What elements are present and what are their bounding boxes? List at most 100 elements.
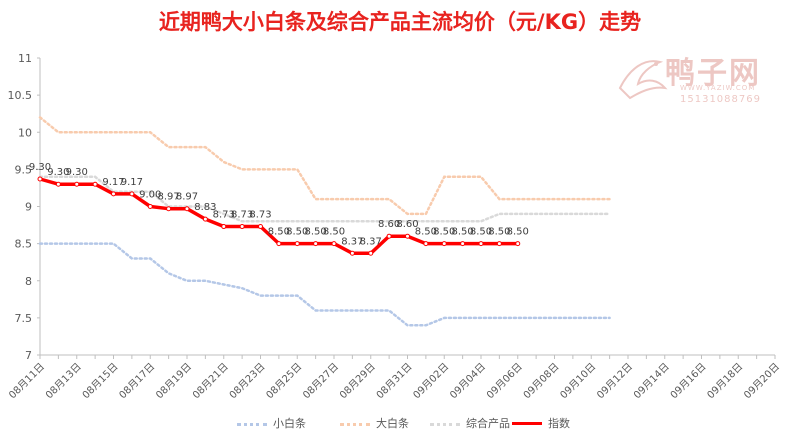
watermark-url: WWW.YAZIW.COM xyxy=(680,84,756,92)
index-point xyxy=(147,204,153,209)
series-line-small xyxy=(38,242,611,327)
index-data-label: 8.83 xyxy=(194,202,216,213)
index-data-label: 8.60 xyxy=(396,219,418,230)
index-point xyxy=(386,233,392,239)
index-point xyxy=(184,206,190,212)
x-tick-label: 09月20日 xyxy=(741,361,782,402)
index-data-label: 8.50 xyxy=(507,227,529,238)
series-line-big xyxy=(38,116,611,216)
index-point xyxy=(37,176,43,182)
y-tick-label: 8 xyxy=(25,275,32,288)
index-point xyxy=(331,241,337,247)
chart-legend: 小白条 大白条 综合产品 指数 xyxy=(0,414,800,434)
y-tick-label: 9 xyxy=(25,201,32,214)
watermark-logo: 鸭子网 WWW.YAZIW.COM 15131088769 xyxy=(610,48,790,108)
index-data-label: 8.97 xyxy=(157,192,179,203)
y-tick-label: 7 xyxy=(25,349,32,362)
x-tick-label: 08月31日 xyxy=(374,361,415,402)
index-data-label: 8.50 xyxy=(451,227,473,238)
x-tick-label: 09月02日 xyxy=(411,361,452,402)
y-tick-label: 8.5 xyxy=(15,238,33,251)
legend-swatch xyxy=(430,423,460,426)
x-tick-label: 09月06日 xyxy=(484,361,525,402)
x-tick-label: 09月18日 xyxy=(705,361,746,402)
x-tick-label: 08月23日 xyxy=(227,361,268,402)
legend-label: 小白条 xyxy=(273,417,306,430)
x-tick-label: 09月04日 xyxy=(447,361,488,402)
index-data-label: 8.50 xyxy=(415,227,437,238)
index-data-label: 9.30 xyxy=(47,167,69,178)
index-point xyxy=(496,241,502,247)
index-data-label: 8.73 xyxy=(231,210,253,221)
x-tick-label: 08月13日 xyxy=(43,361,84,402)
index-point xyxy=(55,181,61,187)
index-data-label: 8.50 xyxy=(286,227,308,238)
y-tick-label: 10.5 xyxy=(8,89,33,102)
index-point xyxy=(129,191,135,197)
legend-swatch xyxy=(512,422,542,425)
index-point xyxy=(423,241,429,247)
index-point xyxy=(166,206,172,212)
chart-title: 近期鸭大小白条及综合产品主流均价（元/KG）走势 xyxy=(158,10,642,34)
index-point xyxy=(202,216,208,222)
index-data-label: 9.30 xyxy=(29,162,51,173)
index-data-label: 9.00 xyxy=(139,190,161,201)
x-tick-label: 08月29日 xyxy=(337,361,378,402)
index-data-label: 8.50 xyxy=(268,227,290,238)
x-tick-label: 08月15日 xyxy=(80,361,121,402)
index-data-label: 8.50 xyxy=(488,227,510,238)
x-tick-label: 08月27日 xyxy=(300,361,341,402)
index-data-label: 9.17 xyxy=(102,177,124,188)
index-point xyxy=(405,233,410,239)
x-tick-label: 08月19日 xyxy=(153,361,194,402)
x-tick-label: 08月25日 xyxy=(264,361,305,402)
index-point xyxy=(92,181,98,187)
index-data-label: 9.30 xyxy=(66,167,88,178)
y-tick-label: 11 xyxy=(18,52,32,65)
x-tick-label: 08月17日 xyxy=(117,361,158,402)
index-data-label: 8.50 xyxy=(323,227,345,238)
legend-swatch xyxy=(237,423,267,426)
index-point xyxy=(221,224,227,230)
duck-logo-icon xyxy=(618,60,668,100)
index-point xyxy=(441,241,447,247)
legend-label: 综合产品 xyxy=(466,417,510,430)
y-tick-label: 7.5 xyxy=(15,312,33,325)
index-data-label: 8.60 xyxy=(378,219,400,230)
x-tick-label: 09月08日 xyxy=(521,361,562,402)
series-line-composite xyxy=(38,175,611,223)
x-tick-label: 09月16日 xyxy=(668,361,709,402)
index-point xyxy=(460,241,466,247)
index-point xyxy=(294,241,300,247)
index-data-label: 8.50 xyxy=(433,227,455,238)
index-data-label: 8.37 xyxy=(341,236,363,247)
y-tick-label: 9.5 xyxy=(15,163,33,176)
index-data-label: 8.73 xyxy=(249,210,271,221)
index-point xyxy=(74,181,80,187)
legend-label: 指数 xyxy=(548,417,570,430)
index-point xyxy=(349,250,355,256)
index-point xyxy=(515,241,521,247)
x-tick-label: 09月10日 xyxy=(558,361,599,402)
watermark-text: 鸭子网 xyxy=(665,56,761,91)
index-data-label: 8.97 xyxy=(176,192,198,203)
index-point xyxy=(239,224,245,230)
index-point xyxy=(313,241,319,247)
watermark-phone: 15131088769 xyxy=(680,94,761,105)
index-data-label: 8.50 xyxy=(304,227,326,238)
index-point xyxy=(276,241,282,247)
legend-label: 大白条 xyxy=(376,417,409,430)
x-tick-label: 09月12日 xyxy=(594,361,635,402)
x-tick-label: 08月21日 xyxy=(190,361,231,402)
index-point xyxy=(111,191,116,197)
index-data-label: 8.50 xyxy=(470,227,492,238)
index-data-label: 8.73 xyxy=(213,210,235,221)
index-point xyxy=(368,250,374,256)
y-tick-label: 10 xyxy=(18,126,32,139)
x-tick-label: 08月11日 xyxy=(6,361,47,402)
legend-swatch xyxy=(340,423,370,426)
index-data-label: 9.17 xyxy=(121,177,143,188)
index-point xyxy=(258,224,263,230)
